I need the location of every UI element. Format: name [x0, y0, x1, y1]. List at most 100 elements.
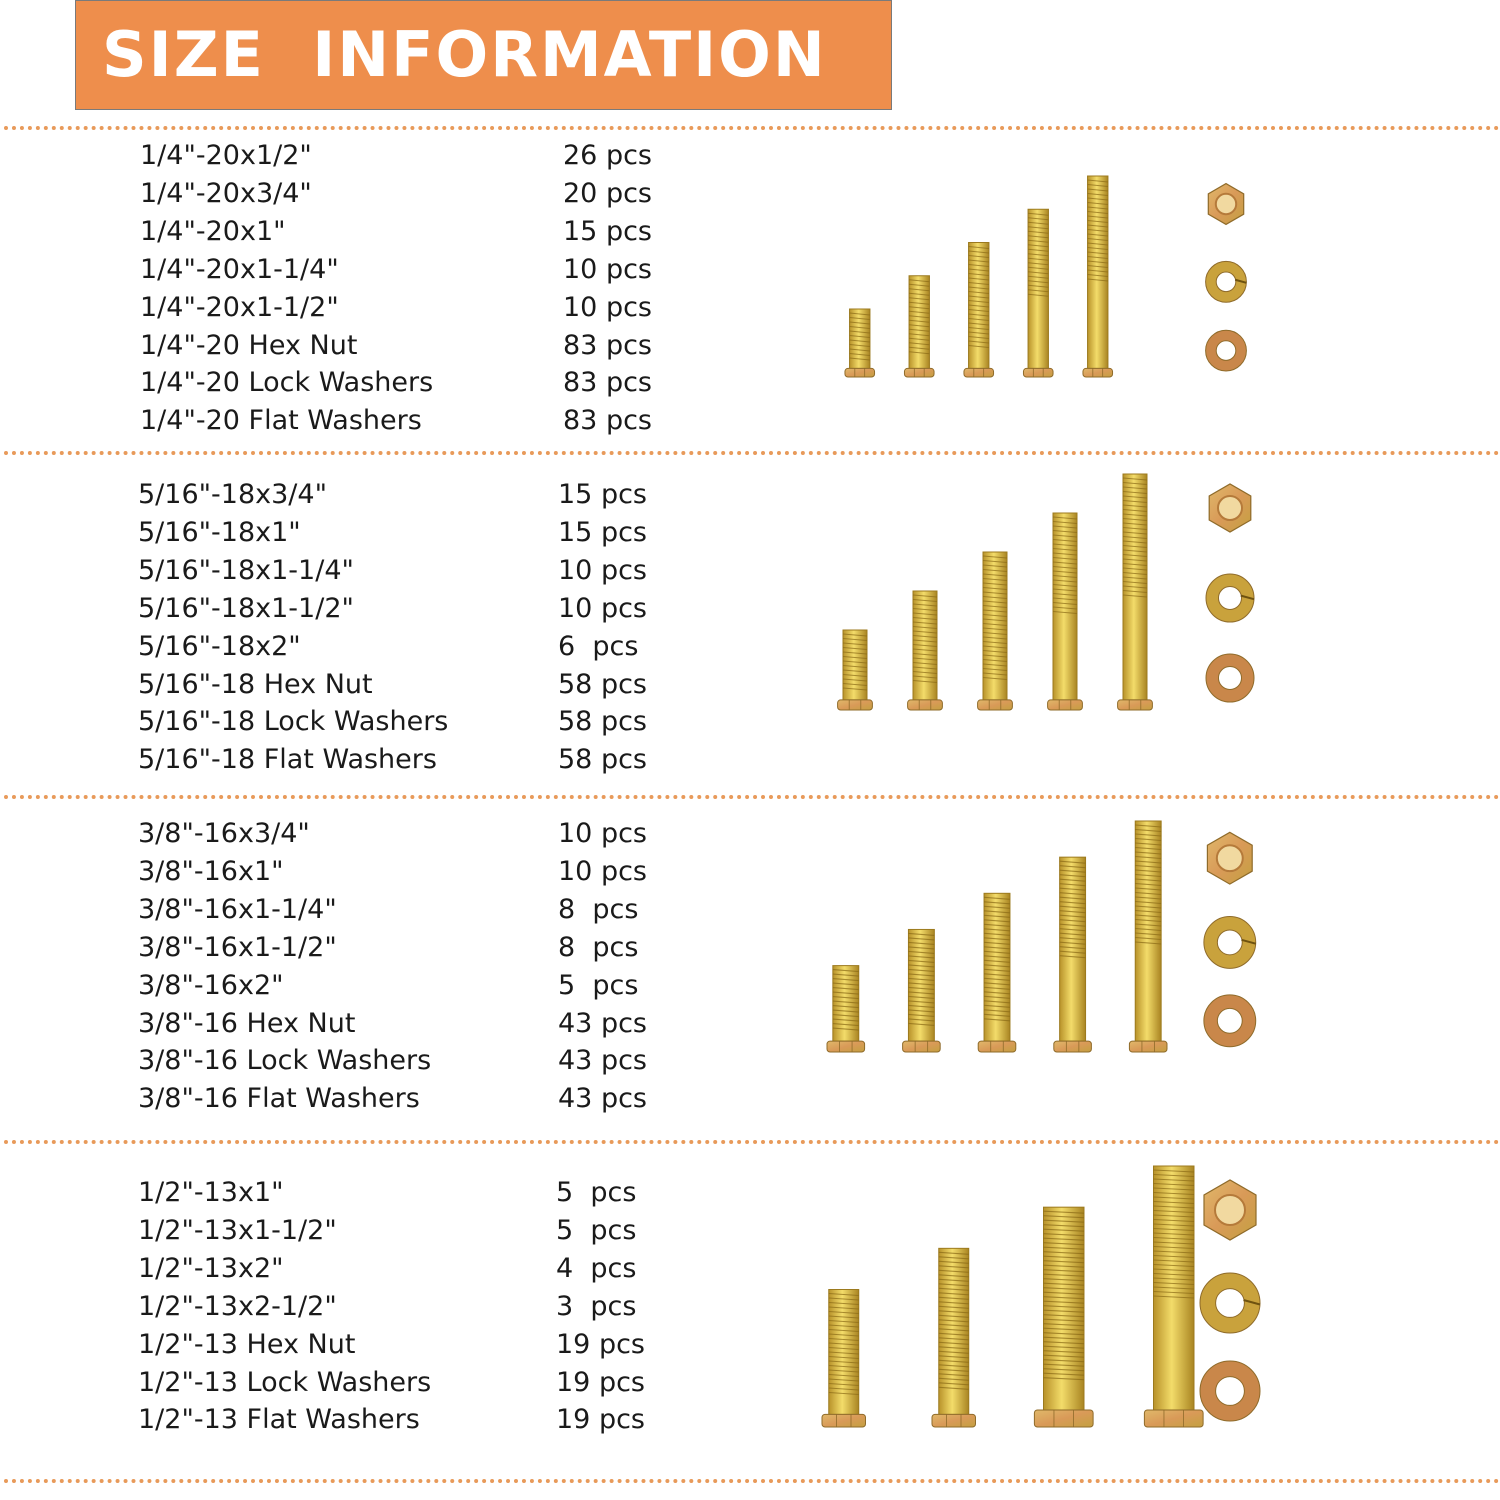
hex-nut-icon: [1206, 831, 1253, 885]
item-size: 5/16"-18x1": [138, 516, 301, 548]
list-item: 3/8"-16 Flat Washers 43 pcs: [138, 1080, 698, 1118]
list-item: 1/4"-20x3/4" 20 pcs: [140, 175, 700, 213]
item-quantity: 3 pcs: [556, 1290, 637, 1322]
item-size: 3/8"-16x1": [138, 855, 284, 887]
bolt-icon: [1047, 512, 1083, 711]
bolt-icon: [931, 1247, 976, 1428]
hardware-illustration: [826, 820, 1257, 1053]
list-item: 1/2"-13x1" 5 pcs: [138, 1174, 698, 1212]
lock-washer-icon: [1203, 915, 1257, 969]
lock-washer-icon: [1205, 573, 1255, 623]
list-item: 3/8"-16 Lock Washers 43 pcs: [138, 1042, 698, 1080]
list-item: 1/2"-13x1-1/2" 5 pcs: [138, 1212, 698, 1250]
item-size: 5/16"-18 Flat Washers: [138, 744, 437, 776]
list-item: 3/8"-16 Hex Nut 43 pcs: [138, 1005, 698, 1043]
item-size: 1/4"-20x1-1/4": [140, 253, 339, 285]
bolt-icon: [1128, 820, 1168, 1053]
item-size: 1/2"-13x2": [138, 1252, 284, 1284]
item-size: 5/16"-18 Lock Washers: [138, 706, 449, 738]
item-size: 3/8"-16x2": [138, 969, 284, 1001]
page-title: SIZE INFORMATION: [102, 18, 827, 91]
item-quantity: 19 pcs: [556, 1366, 645, 1398]
item-quantity: 15 pcs: [563, 215, 652, 247]
hardware-illustration: [821, 1165, 1261, 1428]
list-item: 3/8"-16x1" 10 pcs: [138, 853, 698, 891]
bolt-icon: [844, 308, 876, 378]
list-item: 1/4"-20x1-1/2" 10 pcs: [140, 289, 700, 327]
item-size: 5/16"-18x2": [138, 630, 301, 662]
item-quantity: 10 pcs: [558, 592, 647, 624]
list-item: 1/4"-20x1/2" 26 pcs: [140, 137, 700, 175]
item-size: 1/4"-20x3/4": [140, 177, 312, 209]
lock-washer-icon: [1205, 260, 1247, 303]
item-quantity: 19 pcs: [556, 1404, 645, 1436]
hex-nut-icon: [1203, 1179, 1257, 1241]
bolt-icon: [907, 590, 943, 711]
item-quantity: 58 pcs: [558, 706, 647, 738]
item-size: 1/2"-13 Hex Nut: [138, 1328, 356, 1360]
item-size: 3/8"-16x1-1/4": [138, 893, 337, 925]
item-quantity: 43 pcs: [558, 1083, 647, 1115]
hex-nut-icon: [1207, 182, 1245, 226]
bolt-icon: [837, 629, 873, 711]
list-item: 5/16"-18 Hex Nut 58 pcs: [138, 666, 698, 704]
bolt-icon: [902, 928, 941, 1053]
hex-nut-icon: [1208, 483, 1252, 533]
divider: [4, 1479, 1500, 1483]
item-quantity: 5 pcs: [556, 1214, 637, 1246]
list-item: 5/16"-18 Flat Washers 58 pcs: [138, 741, 698, 779]
item-quantity: 15 pcs: [558, 479, 647, 510]
list-item: 1/4"-20 Lock Washers 83 pcs: [140, 364, 700, 402]
item-quantity: 83 pcs: [563, 405, 652, 437]
item-quantity: 58 pcs: [558, 744, 647, 776]
item-size: 1/2"-13 Lock Washers: [138, 1366, 432, 1398]
item-size: 3/8"-16x3/4": [138, 818, 310, 849]
list-item: 3/8"-16x2" 5 pcs: [138, 967, 698, 1005]
bolt-icon: [977, 551, 1013, 711]
item-quantity: 15 pcs: [558, 516, 647, 548]
item-quantity: 83 pcs: [563, 329, 652, 361]
bolt-icon: [1117, 473, 1153, 711]
item-quantity: 19 pcs: [556, 1328, 645, 1360]
item-size: 5/16"-18x1-1/4": [138, 554, 354, 586]
bolt-icon: [903, 275, 935, 378]
list-item: 1/2"-13x2-1/2" 3 pcs: [138, 1288, 698, 1326]
item-quantity: 58 pcs: [558, 668, 647, 700]
item-size: 1/4"-20x1/2": [140, 140, 312, 171]
item-size: 1/2"-13x1-1/2": [138, 1214, 337, 1246]
list-item: 3/8"-16x1-1/4" 8 pcs: [138, 891, 698, 929]
item-size: 1/2"-13x1": [138, 1177, 284, 1208]
item-quantity: 83 pcs: [563, 367, 652, 399]
bolt-icon: [963, 242, 995, 378]
list-item: 5/16"-18x1" 15 pcs: [138, 514, 698, 552]
divider: [4, 126, 1500, 130]
item-quantity: 8 pcs: [558, 931, 639, 963]
item-size: 5/16"-18x1-1/2": [138, 592, 354, 624]
flat-washer-icon: [1203, 994, 1257, 1048]
item-quantity: 43 pcs: [558, 1007, 647, 1039]
flat-washer-icon: [1205, 329, 1247, 372]
item-quantity: 43 pcs: [558, 1045, 647, 1077]
item-size: 1/4"-20x1-1/2": [140, 291, 339, 323]
item-size: 1/4"-20x1": [140, 215, 286, 247]
item-quantity: 10 pcs: [558, 818, 647, 849]
list-item: 1/2"-13 Flat Washers 19 pcs: [138, 1401, 698, 1439]
bolt-icon: [1053, 856, 1092, 1053]
item-size: 1/2"-13x2-1/2": [138, 1290, 337, 1322]
list-item: 1/4"-20x1" 15 pcs: [140, 213, 700, 251]
bolt-icon: [1082, 175, 1114, 378]
divider: [4, 795, 1500, 799]
list-item: 5/16"-18x1-1/2" 10 pcs: [138, 590, 698, 628]
list-item: 3/8"-16x1-1/2" 8 pcs: [138, 929, 698, 967]
item-size: 3/8"-16 Hex Nut: [138, 1007, 356, 1039]
item-quantity: 6 pcs: [558, 630, 639, 662]
flat-washer-icon: [1205, 653, 1255, 703]
list-item: 3/8"-16x3/4" 10 pcs: [138, 815, 698, 853]
item-size: 3/8"-16 Flat Washers: [138, 1083, 420, 1115]
bolt-icon: [1022, 208, 1054, 378]
item-size: 3/8"-16x1-1/2": [138, 931, 337, 963]
list-item: 1/2"-13 Hex Nut 19 pcs: [138, 1326, 698, 1364]
list-item: 1/2"-13x2" 4 pcs: [138, 1250, 698, 1288]
flat-washer-icon: [1199, 1360, 1261, 1422]
list-item: 5/16"-18x2" 6 pcs: [138, 628, 698, 666]
